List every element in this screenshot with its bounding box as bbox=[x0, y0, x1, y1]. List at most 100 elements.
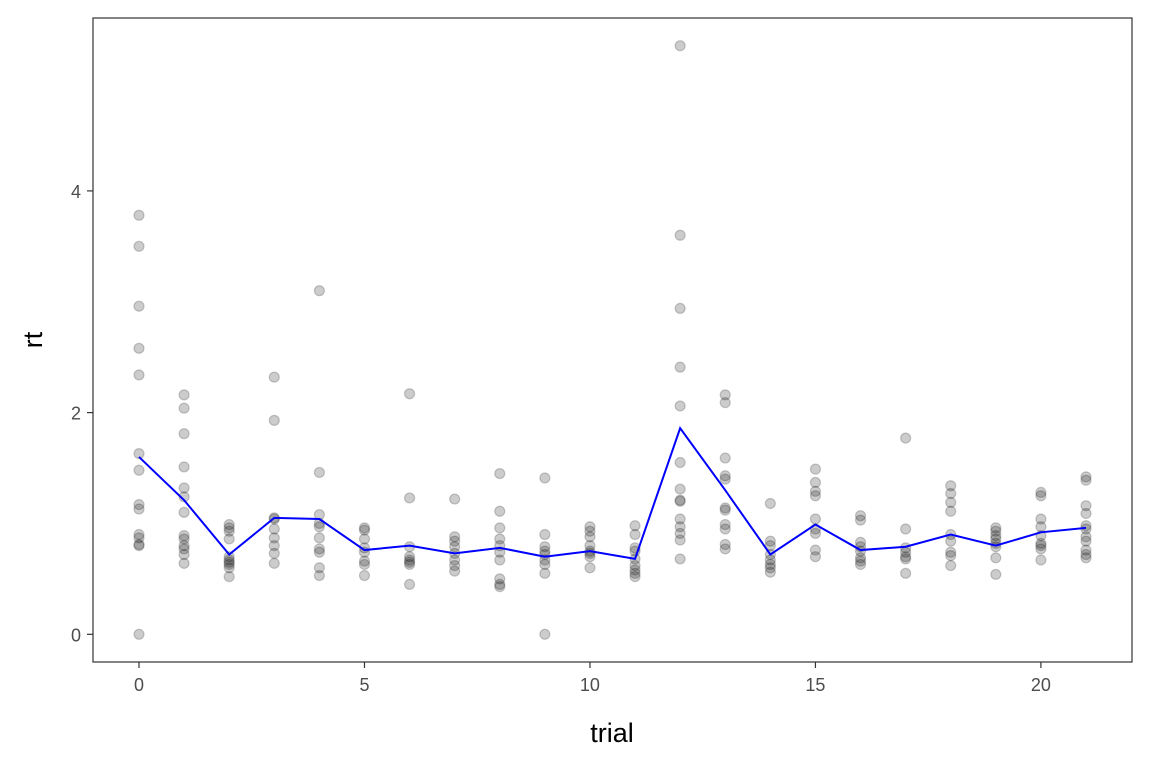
data-point bbox=[629, 564, 641, 576]
data-point bbox=[178, 548, 190, 561]
data-point bbox=[313, 543, 325, 555]
data-point bbox=[945, 480, 957, 492]
data-point bbox=[945, 549, 957, 562]
data-point bbox=[719, 543, 731, 555]
data-point bbox=[178, 428, 190, 440]
mean-line bbox=[138, 425, 1087, 561]
data-point bbox=[449, 565, 461, 577]
data-point bbox=[854, 510, 867, 522]
data-point bbox=[133, 499, 145, 511]
x-tick-label: 15 bbox=[805, 675, 825, 695]
data-point bbox=[674, 361, 686, 373]
data-point bbox=[674, 534, 686, 546]
data-point bbox=[809, 485, 822, 497]
data-point bbox=[358, 524, 371, 536]
data-point bbox=[719, 452, 731, 464]
data-point bbox=[133, 503, 145, 515]
data-point bbox=[990, 552, 1002, 564]
data-point bbox=[178, 389, 190, 401]
data-point bbox=[809, 463, 822, 475]
data-point bbox=[449, 493, 461, 505]
data-point bbox=[1035, 540, 1047, 552]
data-point bbox=[494, 573, 506, 585]
data-point bbox=[133, 628, 145, 640]
data-point bbox=[313, 466, 325, 479]
data-point bbox=[178, 557, 190, 569]
data-point bbox=[809, 551, 822, 563]
data-point bbox=[539, 628, 551, 640]
data-point bbox=[719, 538, 731, 551]
data-point bbox=[403, 556, 416, 568]
data-point bbox=[178, 402, 190, 414]
data-point bbox=[719, 504, 731, 516]
data-point bbox=[1080, 544, 1092, 556]
data-point bbox=[133, 532, 145, 544]
data-point bbox=[178, 540, 190, 552]
data-point bbox=[178, 530, 190, 542]
data-point bbox=[584, 521, 596, 533]
data-point bbox=[494, 581, 506, 593]
data-point bbox=[223, 522, 235, 534]
data-point bbox=[539, 554, 551, 566]
data-point bbox=[1080, 535, 1092, 547]
data-point bbox=[674, 513, 686, 525]
data-point bbox=[854, 558, 867, 571]
data-point bbox=[178, 533, 190, 545]
data-point bbox=[313, 532, 325, 544]
data-point bbox=[764, 558, 776, 571]
data-point bbox=[268, 557, 280, 569]
data-point bbox=[449, 531, 461, 543]
data-point bbox=[133, 540, 145, 552]
data-point bbox=[854, 552, 867, 564]
data-point bbox=[1035, 486, 1047, 499]
data-point bbox=[358, 555, 371, 567]
data-point bbox=[313, 521, 325, 533]
data-point bbox=[403, 558, 416, 571]
data-point bbox=[539, 541, 551, 553]
data-point bbox=[1035, 543, 1047, 555]
data-point bbox=[945, 487, 957, 500]
data-point bbox=[809, 544, 822, 556]
data-point bbox=[133, 538, 145, 551]
data-point bbox=[223, 525, 235, 537]
data-point bbox=[178, 506, 190, 518]
data-point bbox=[719, 470, 731, 482]
data-point bbox=[403, 492, 416, 504]
data-point bbox=[449, 535, 461, 547]
data-point bbox=[223, 556, 235, 568]
y-tick-label: 0 bbox=[71, 625, 81, 645]
data-point bbox=[854, 514, 867, 526]
data-point bbox=[403, 388, 416, 400]
data-point bbox=[223, 562, 235, 574]
data-point bbox=[584, 525, 596, 537]
data-point bbox=[719, 389, 731, 401]
data-point bbox=[449, 554, 461, 566]
data-point bbox=[584, 551, 596, 563]
data-point bbox=[313, 546, 325, 558]
y-axis-title: rt bbox=[18, 331, 48, 348]
x-axis: 0 5 10 15 20 bbox=[134, 662, 1051, 695]
data-point bbox=[178, 491, 190, 503]
data-point bbox=[313, 562, 325, 574]
data-point bbox=[990, 541, 1002, 553]
data-point bbox=[990, 525, 1002, 537]
data-point bbox=[674, 229, 686, 241]
data-point bbox=[854, 536, 867, 548]
data-point bbox=[449, 559, 461, 572]
panel-border bbox=[92, 17, 1133, 663]
data-point bbox=[764, 535, 776, 547]
data-point bbox=[1035, 513, 1047, 525]
y-tick-label: 4 bbox=[71, 182, 81, 202]
data-point bbox=[674, 527, 686, 540]
data-point bbox=[629, 520, 641, 532]
data-point bbox=[268, 532, 280, 544]
data-point bbox=[133, 448, 145, 460]
data-point bbox=[809, 490, 822, 502]
data-point bbox=[674, 400, 686, 412]
data-point bbox=[900, 523, 912, 535]
data-point bbox=[358, 522, 371, 534]
data-point bbox=[945, 559, 957, 572]
data-point bbox=[403, 578, 416, 591]
data-point bbox=[674, 553, 686, 565]
